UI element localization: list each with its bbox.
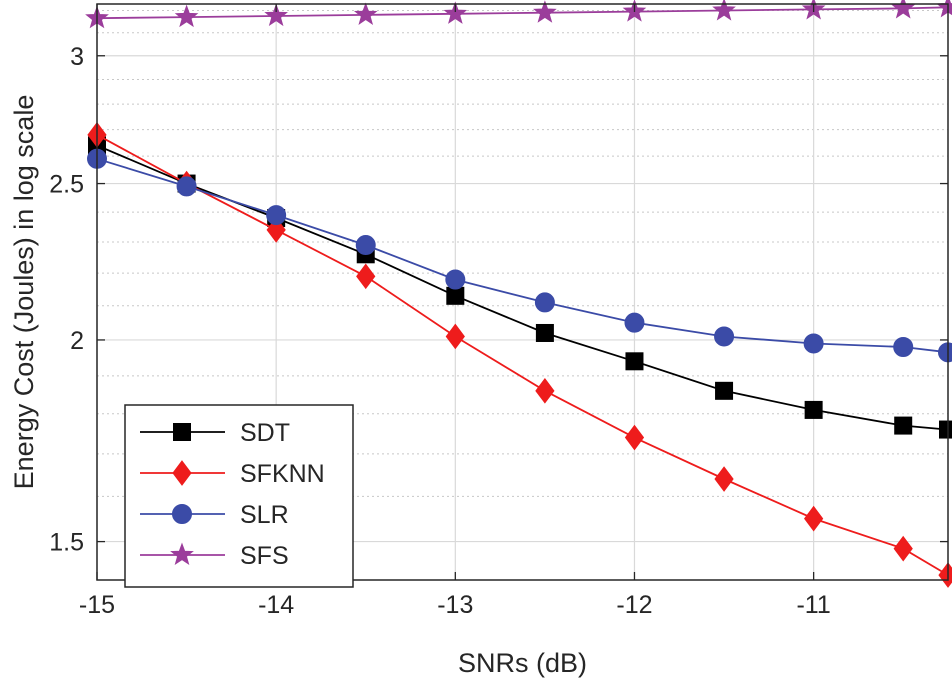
point-sfknn xyxy=(804,505,824,532)
point-sfs xyxy=(264,3,288,27)
legend-label-sfknn: SFKNN xyxy=(240,460,325,488)
point-sfknn xyxy=(445,323,465,350)
point-sfknn xyxy=(356,263,376,290)
legend-label-sdt: SDT xyxy=(240,419,290,447)
legend-marker-sfknn xyxy=(172,460,192,486)
legend-label-sfs: SFS xyxy=(240,542,289,570)
x-tick-label: -13 xyxy=(437,591,473,619)
point-slr xyxy=(355,235,376,256)
series-slr xyxy=(87,148,952,363)
point-slr xyxy=(893,336,914,357)
point-sfs xyxy=(353,2,378,25)
legend: SDT SFKNN SLR SFS xyxy=(124,404,354,588)
y-tick-label: 1.5 xyxy=(49,529,84,557)
legend-marker-sdt xyxy=(173,423,191,441)
point-sfknn xyxy=(624,424,645,451)
legend-marker-slr xyxy=(172,504,192,524)
point-sfknn xyxy=(893,535,913,562)
point-sdt xyxy=(939,420,952,439)
point-sdt xyxy=(625,352,644,371)
point-slr xyxy=(176,176,197,197)
point-sfs xyxy=(174,4,199,28)
x-axis-label: SNRs (dB) xyxy=(458,648,587,678)
legend-marker-sfs xyxy=(170,542,194,566)
point-sdt xyxy=(894,416,913,435)
legend-box xyxy=(124,404,354,588)
axis-ticks: -15 -14 -13 -12 -11 1.5 2 2.5 3 xyxy=(49,4,948,619)
point-slr xyxy=(624,312,645,333)
x-tick-label: -15 xyxy=(79,591,115,619)
point-sdt xyxy=(446,286,465,305)
point-slr xyxy=(266,205,287,226)
y-axis-label: Energy Cost (Joules) in log scale xyxy=(9,95,39,490)
plot-frame xyxy=(96,3,949,581)
point-sfs xyxy=(533,0,557,23)
legend-label-slr: SLR xyxy=(240,501,289,529)
point-sfs xyxy=(443,1,468,24)
x-tick-label: -12 xyxy=(616,591,652,619)
y-tick-label: 2.5 xyxy=(49,171,84,199)
point-slr xyxy=(445,269,466,290)
point-slr xyxy=(714,326,735,347)
point-sfs xyxy=(712,0,736,21)
point-sfknn xyxy=(535,377,555,404)
y-tick-label: 3 xyxy=(70,43,84,71)
point-sfknn xyxy=(714,466,734,492)
point-sdt xyxy=(535,323,554,342)
x-tick-label: -11 xyxy=(796,591,830,619)
point-sdt xyxy=(715,381,734,400)
point-slr xyxy=(534,292,555,313)
point-sfs xyxy=(891,0,916,19)
point-slr xyxy=(803,333,824,354)
x-tick-label: -14 xyxy=(258,591,294,619)
y-tick-label: 2 xyxy=(70,327,84,355)
point-sdt xyxy=(804,400,823,419)
